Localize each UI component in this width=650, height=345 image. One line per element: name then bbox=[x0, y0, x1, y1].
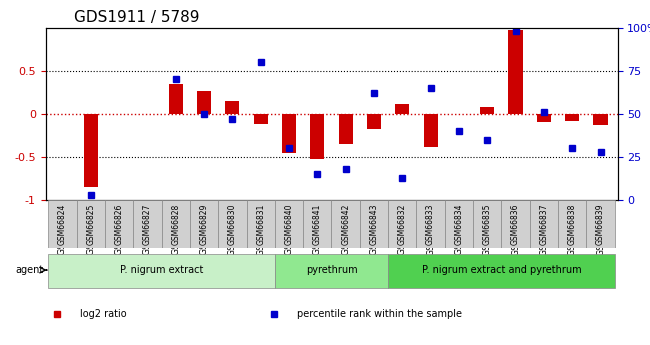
FancyBboxPatch shape bbox=[48, 200, 77, 248]
Text: GSM66841: GSM66841 bbox=[313, 204, 322, 245]
Bar bbox=[226, 101, 239, 114]
Bar bbox=[310, 114, 324, 159]
Text: GSM66838: GSM66838 bbox=[567, 204, 577, 245]
FancyBboxPatch shape bbox=[586, 200, 615, 248]
Bar bbox=[254, 114, 268, 124]
Text: GSM66831: GSM66831 bbox=[256, 204, 265, 245]
FancyBboxPatch shape bbox=[218, 200, 246, 248]
Text: GSM66833: GSM66833 bbox=[426, 204, 435, 245]
Bar bbox=[169, 84, 183, 114]
FancyBboxPatch shape bbox=[246, 200, 275, 248]
Text: GSM66837: GSM66837 bbox=[540, 204, 549, 245]
Text: agent: agent bbox=[16, 265, 44, 275]
FancyBboxPatch shape bbox=[501, 200, 530, 248]
Text: GSM66842: GSM66842 bbox=[341, 204, 350, 245]
Text: GSM66828: GSM66828 bbox=[171, 204, 180, 245]
Bar bbox=[395, 104, 410, 114]
Bar bbox=[593, 114, 608, 125]
FancyBboxPatch shape bbox=[190, 200, 218, 248]
Text: pyrethrum: pyrethrum bbox=[306, 265, 358, 275]
Bar bbox=[84, 114, 98, 187]
Text: GSM66839: GSM66839 bbox=[596, 204, 605, 245]
FancyBboxPatch shape bbox=[105, 200, 133, 248]
FancyBboxPatch shape bbox=[473, 200, 501, 248]
Text: log2 ratio: log2 ratio bbox=[80, 309, 127, 318]
Bar bbox=[424, 114, 437, 147]
Text: GSM66835: GSM66835 bbox=[483, 204, 492, 245]
Text: GSM66832: GSM66832 bbox=[398, 204, 407, 245]
FancyBboxPatch shape bbox=[48, 254, 275, 288]
FancyBboxPatch shape bbox=[332, 200, 360, 248]
Bar bbox=[339, 114, 353, 144]
FancyBboxPatch shape bbox=[77, 200, 105, 248]
FancyBboxPatch shape bbox=[445, 200, 473, 248]
FancyBboxPatch shape bbox=[133, 200, 162, 248]
FancyBboxPatch shape bbox=[303, 200, 332, 248]
Text: GSM66824: GSM66824 bbox=[58, 204, 67, 245]
Text: GSM66827: GSM66827 bbox=[143, 204, 152, 245]
Bar bbox=[367, 114, 381, 129]
Text: GDS1911 / 5789: GDS1911 / 5789 bbox=[74, 10, 200, 25]
Bar bbox=[480, 107, 494, 114]
Text: GSM66843: GSM66843 bbox=[369, 204, 378, 245]
FancyBboxPatch shape bbox=[558, 200, 586, 248]
Text: GSM66840: GSM66840 bbox=[285, 204, 294, 245]
FancyBboxPatch shape bbox=[417, 200, 445, 248]
Text: P. nigrum extract: P. nigrum extract bbox=[120, 265, 203, 275]
Text: GSM66834: GSM66834 bbox=[454, 204, 463, 245]
FancyBboxPatch shape bbox=[162, 200, 190, 248]
FancyBboxPatch shape bbox=[388, 254, 615, 288]
Text: GSM66826: GSM66826 bbox=[114, 204, 124, 245]
Text: GSM66829: GSM66829 bbox=[200, 204, 209, 245]
Bar bbox=[282, 114, 296, 152]
Text: GSM66836: GSM66836 bbox=[511, 204, 520, 245]
FancyBboxPatch shape bbox=[275, 254, 388, 288]
FancyBboxPatch shape bbox=[388, 200, 417, 248]
Text: P. nigrum extract and pyrethrum: P. nigrum extract and pyrethrum bbox=[422, 265, 581, 275]
FancyBboxPatch shape bbox=[275, 200, 303, 248]
Bar bbox=[197, 91, 211, 114]
FancyBboxPatch shape bbox=[360, 200, 388, 248]
Text: GSM66830: GSM66830 bbox=[228, 204, 237, 245]
Bar bbox=[537, 114, 551, 122]
Bar bbox=[508, 30, 523, 114]
FancyBboxPatch shape bbox=[530, 200, 558, 248]
Bar bbox=[565, 114, 579, 121]
Text: GSM66825: GSM66825 bbox=[86, 204, 96, 245]
Text: percentile rank within the sample: percentile rank within the sample bbox=[297, 309, 462, 318]
